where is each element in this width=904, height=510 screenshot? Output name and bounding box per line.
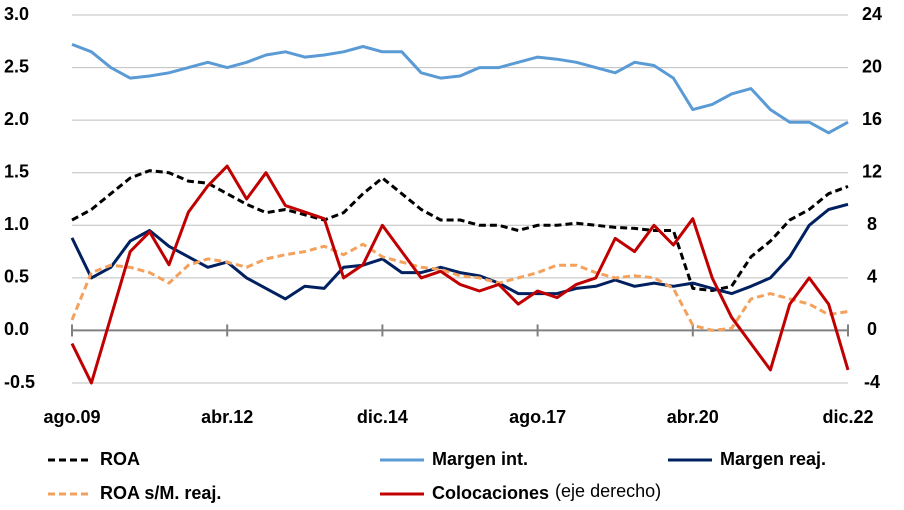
y-tick-label: 1.5 <box>4 161 29 181</box>
x-tick-label: ago.17 <box>509 407 566 427</box>
y2-tick-label: 4 <box>867 267 877 287</box>
legend-label: Colocaciones <box>432 483 549 503</box>
series-line <box>70 242 849 332</box>
y2-tick-label: 0 <box>867 319 877 339</box>
y-tick-label: 0.5 <box>4 267 29 287</box>
y2-tick-label: 20 <box>862 56 882 76</box>
y-tick-label: -0.5 <box>4 372 35 392</box>
x-tick-label: abr.20 <box>667 407 719 427</box>
y2-tick-label: -4 <box>864 372 880 392</box>
legend-label: Margen int. <box>432 449 528 469</box>
x-tick-label: dic.22 <box>822 407 873 427</box>
y-tick-label: 0.0 <box>4 319 29 339</box>
x-tick-label: abr.12 <box>201 407 253 427</box>
y-tick-label: 2.5 <box>4 56 29 76</box>
legend-label: ROA <box>100 449 140 469</box>
y2-tick-label: 24 <box>862 4 882 24</box>
y-tick-label: 3.0 <box>4 4 29 24</box>
x-tick-label: ago.09 <box>43 407 100 427</box>
series-line <box>70 164 850 385</box>
x-tick-label: dic.14 <box>357 407 408 427</box>
series-line <box>71 169 849 292</box>
y2-tick-label: 16 <box>862 109 882 129</box>
series-line <box>71 42 849 135</box>
legend-label: ROA s/M. reaj. <box>100 483 221 503</box>
y-tick-label: 2.0 <box>4 109 29 129</box>
legend-note: (eje derecho) <box>555 481 661 501</box>
y2-tick-label: 8 <box>867 214 877 234</box>
y2-tick-label: 12 <box>862 161 882 181</box>
y-tick-label: 1.0 <box>4 214 29 234</box>
legend-label: Margen reaj. <box>720 449 826 469</box>
